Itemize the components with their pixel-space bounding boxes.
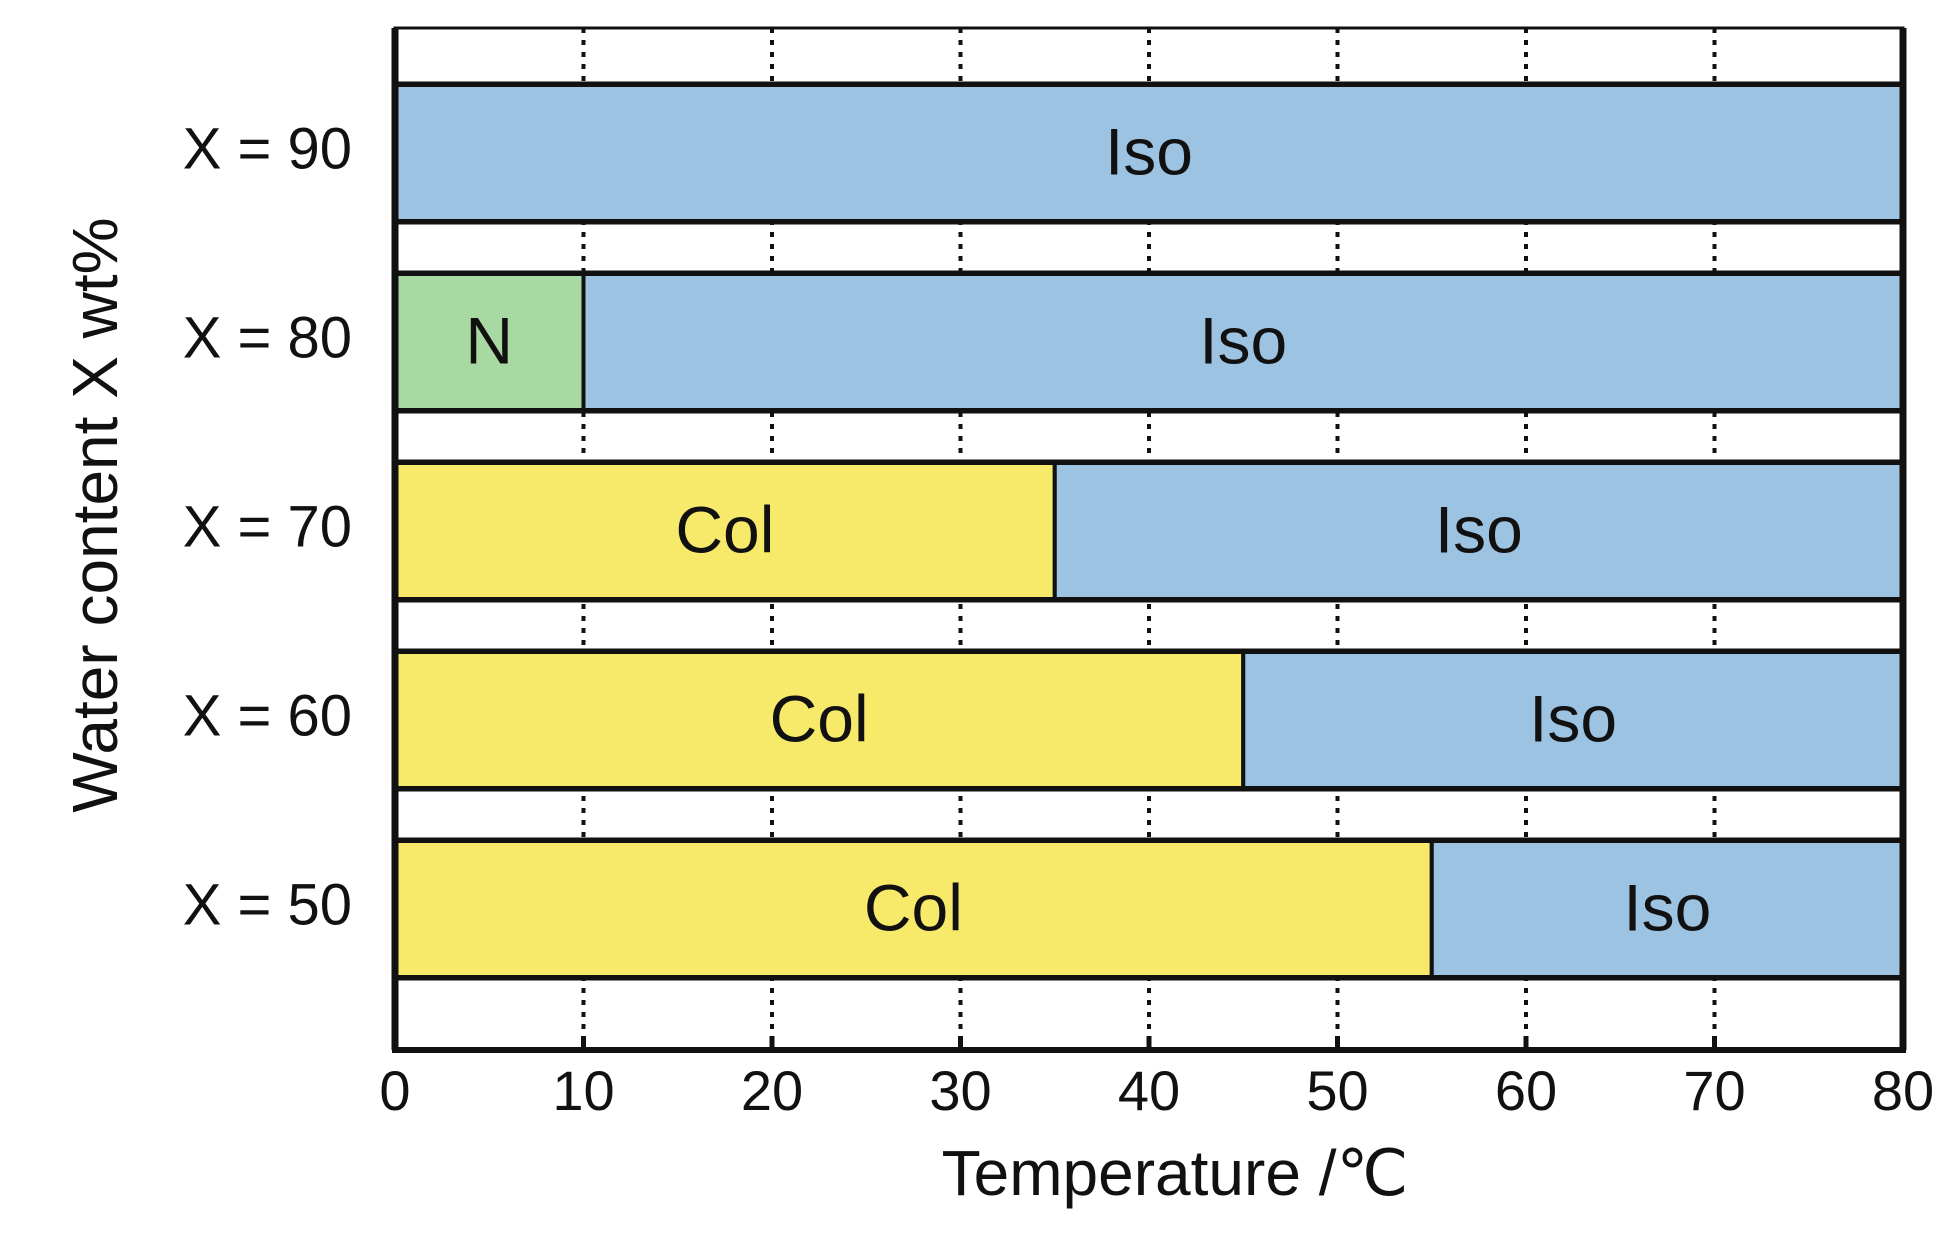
row-label: X = 70 bbox=[183, 494, 352, 559]
phase-label: Iso bbox=[1435, 492, 1523, 566]
row-labels: X = 90 X = 80 X = 70 X = 60 X = 50 bbox=[183, 116, 352, 937]
row-label: X = 80 bbox=[183, 305, 352, 370]
row-label: X = 60 bbox=[183, 683, 352, 748]
x-tick-label: 60 bbox=[1495, 1059, 1557, 1122]
phase-label: Iso bbox=[1105, 114, 1193, 188]
phase-label: N bbox=[465, 303, 513, 377]
x-tick-label: 80 bbox=[1872, 1059, 1934, 1122]
x-tick-label: 70 bbox=[1683, 1059, 1745, 1122]
phase-label: Iso bbox=[1623, 870, 1711, 944]
phase-label: Col bbox=[864, 870, 963, 944]
phase-bar-iso bbox=[581, 272, 1905, 412]
phase-bar-iso bbox=[1052, 461, 1905, 601]
phase-label: Iso bbox=[1199, 303, 1287, 377]
phase-label: Col bbox=[675, 492, 774, 566]
phase-label: Iso bbox=[1529, 681, 1617, 755]
phase-segments: Iso N Iso Col Iso Col Iso Col Iso bbox=[393, 83, 1905, 979]
x-tick-label: 0 bbox=[379, 1059, 410, 1122]
x-tick-label: 50 bbox=[1306, 1059, 1368, 1122]
phase-bar-col bbox=[393, 461, 1057, 601]
phase-bar-iso bbox=[1241, 650, 1905, 790]
x-axis-label: Temperature /℃ bbox=[942, 1137, 1409, 1209]
x-axis-ticks: 0 10 20 30 40 50 60 70 80 bbox=[379, 1036, 1934, 1122]
x-tick-label: 40 bbox=[1118, 1059, 1180, 1122]
x-tick-label: 10 bbox=[552, 1059, 614, 1122]
phase-label: Col bbox=[770, 681, 869, 755]
y-axis-label: Water content X wt% bbox=[59, 217, 131, 812]
phase-bar-iso bbox=[1429, 839, 1905, 979]
row-label: X = 50 bbox=[183, 872, 352, 937]
x-tick-label: 30 bbox=[929, 1059, 991, 1122]
x-tick-label: 20 bbox=[741, 1059, 803, 1122]
row-label: X = 90 bbox=[183, 116, 352, 181]
